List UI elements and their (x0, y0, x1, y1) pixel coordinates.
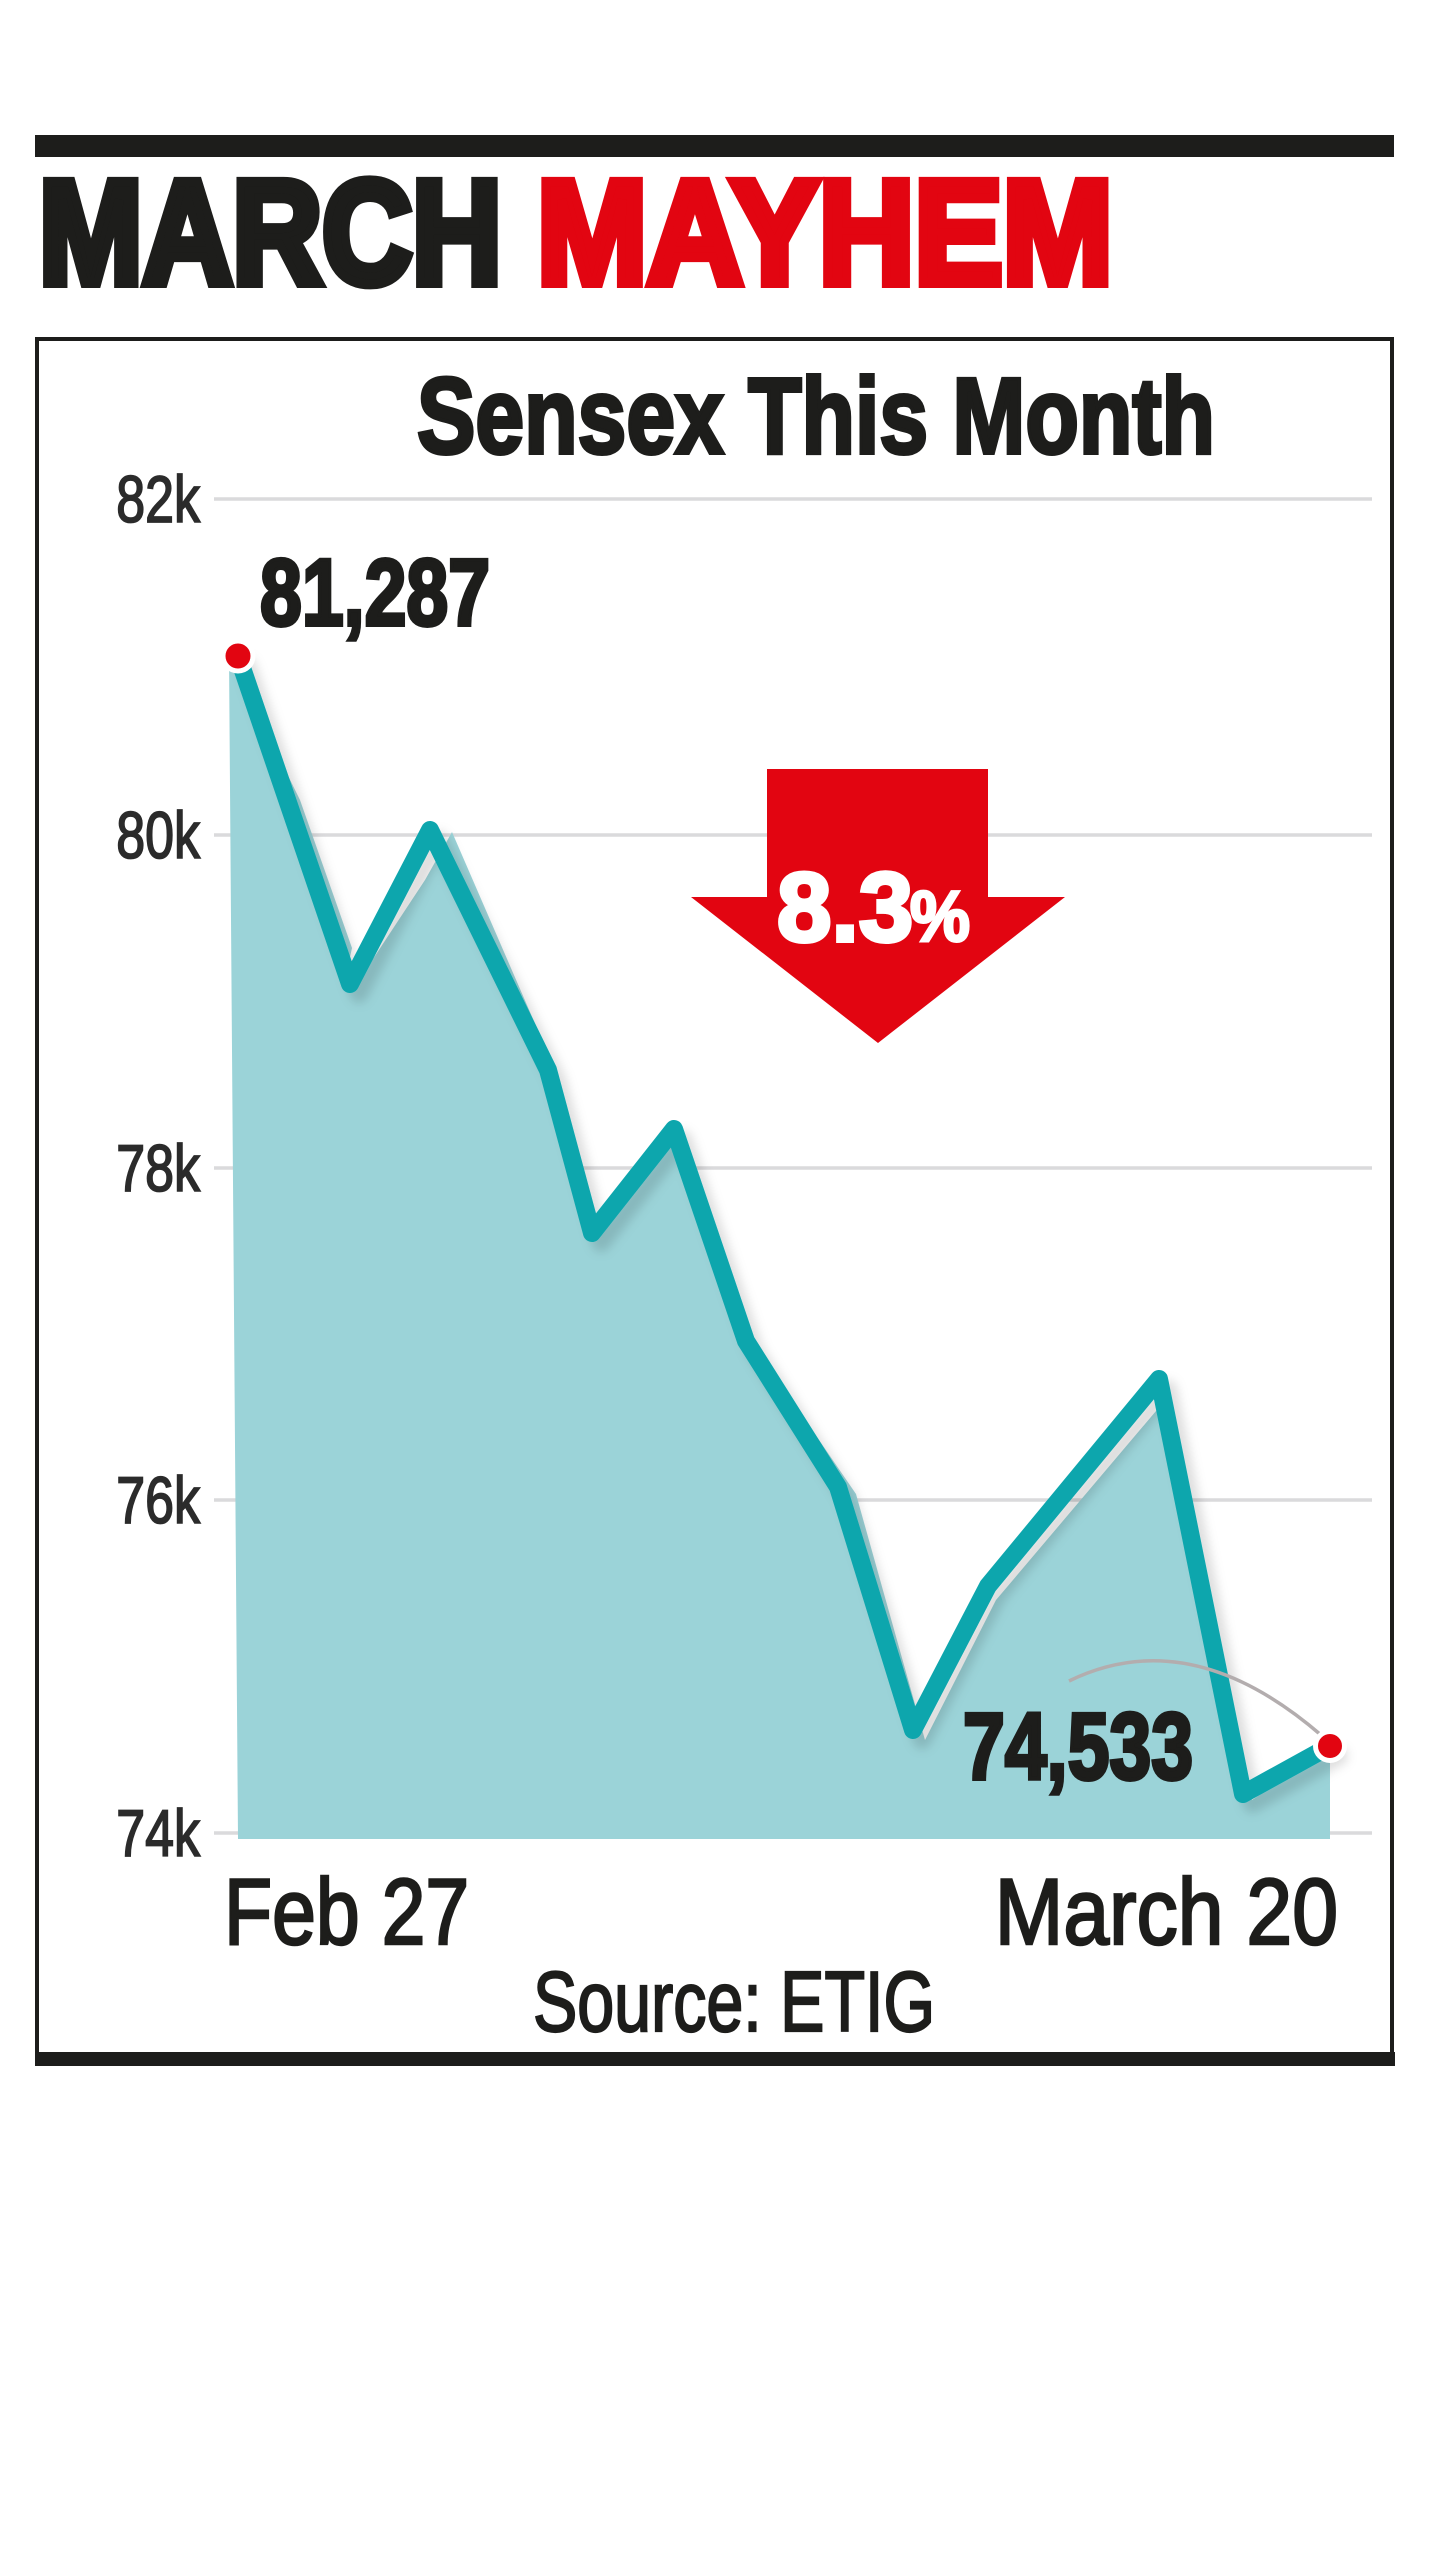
svg-text:March 20: March 20 (995, 1859, 1338, 1964)
svg-text:Source: ETIG: Source: ETIG (533, 1955, 935, 2050)
svg-text:80k: 80k (116, 798, 200, 872)
svg-text:Feb 27: Feb 27 (224, 1859, 469, 1964)
svg-text:78k: 78k (116, 1131, 200, 1205)
svg-text:MAYHEM: MAYHEM (537, 150, 1113, 315)
svg-text:74k: 74k (116, 1796, 200, 1870)
svg-text:%: % (910, 876, 970, 956)
svg-text:8.3: 8.3 (777, 852, 913, 962)
svg-text:74,533: 74,533 (963, 1694, 1193, 1800)
svg-text:76k: 76k (116, 1463, 200, 1537)
svg-text:81,287: 81,287 (260, 540, 490, 646)
svg-text:Sensex This Month: Sensex This Month (417, 355, 1215, 476)
svg-text:82k: 82k (116, 462, 200, 536)
svg-text:MARCH: MARCH (39, 150, 502, 314)
